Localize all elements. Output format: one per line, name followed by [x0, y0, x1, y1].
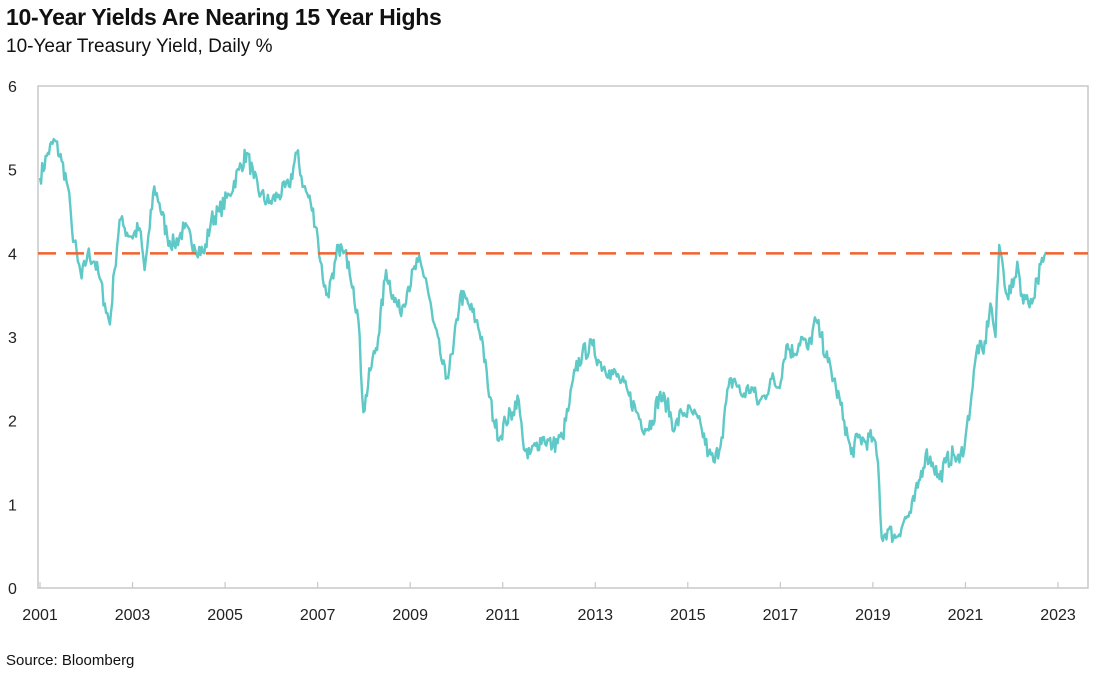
plot-area	[37, 85, 1089, 589]
x-tick-label: 2017	[763, 607, 799, 624]
x-tick-label: 2021	[948, 607, 984, 624]
x-tick-label: 2019	[855, 607, 891, 624]
x-tick-label: 2011	[486, 607, 521, 624]
y-tick-label: 2	[8, 414, 17, 431]
source-note: Source: Bloomberg	[6, 652, 135, 669]
x-tick-label: 2009	[392, 607, 428, 624]
series-line-10y-yield	[38, 137, 1048, 544]
x-tick-label: 2003	[115, 607, 151, 624]
x-tick-label: 2005	[207, 607, 243, 624]
y-tick-label: 5	[8, 163, 17, 180]
y-tick-label: 4	[8, 246, 17, 263]
x-tick-label: 2001	[22, 607, 58, 624]
y-tick-label: 1	[8, 497, 17, 514]
x-tick-label: 2023	[1040, 607, 1076, 624]
x-tick-label: 2007	[300, 607, 336, 624]
chart-title: 10-Year Yields Are Nearing 15 Year Highs	[6, 4, 442, 30]
y-tick-label: 3	[8, 330, 17, 347]
x-tick-label: 2015	[670, 607, 706, 624]
chart-subtitle: 10-Year Treasury Yield, Daily %	[6, 36, 273, 57]
y-tick-label: 0	[8, 581, 17, 598]
x-tick-label: 2013	[577, 607, 613, 624]
y-tick-label: 6	[8, 79, 17, 96]
